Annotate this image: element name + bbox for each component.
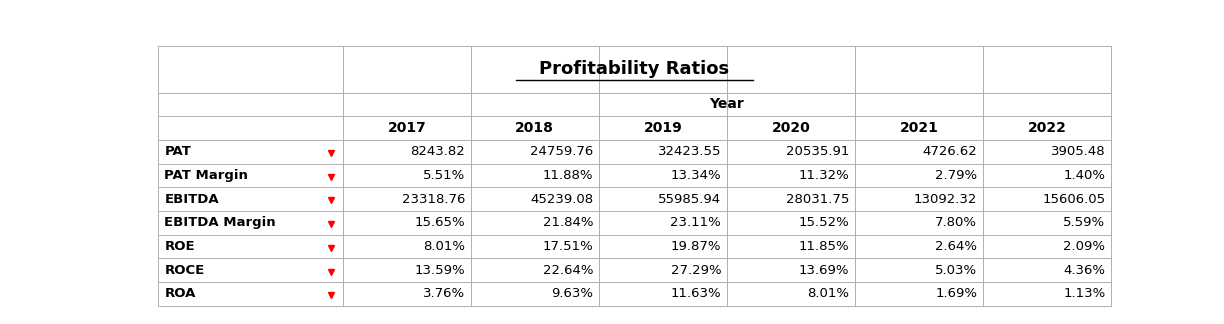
Text: 32423.55: 32423.55 (657, 145, 721, 158)
Text: 13.59%: 13.59% (415, 264, 465, 277)
Text: 55985.94: 55985.94 (659, 193, 721, 206)
Text: ROA: ROA (164, 287, 196, 300)
Text: 45239.08: 45239.08 (530, 193, 594, 206)
Text: 5.03%: 5.03% (935, 264, 977, 277)
Text: 2020: 2020 (771, 121, 810, 135)
Text: PAT Margin: PAT Margin (164, 169, 248, 182)
Text: 15606.05: 15606.05 (1043, 193, 1105, 206)
Text: 27.29%: 27.29% (671, 264, 721, 277)
Text: PAT: PAT (164, 145, 191, 158)
Text: 23.11%: 23.11% (671, 216, 721, 229)
Text: 11.32%: 11.32% (798, 169, 849, 182)
Text: 8243.82: 8243.82 (410, 145, 465, 158)
Text: 1.69%: 1.69% (935, 287, 977, 300)
Text: 24759.76: 24759.76 (530, 145, 594, 158)
Text: EBITDA Margin: EBITDA Margin (164, 216, 275, 229)
Text: 7.80%: 7.80% (935, 216, 977, 229)
Text: 8.01%: 8.01% (424, 240, 465, 253)
Text: 23318.76: 23318.76 (401, 193, 465, 206)
Text: 4726.62: 4726.62 (923, 145, 977, 158)
Text: 28031.75: 28031.75 (786, 193, 849, 206)
Text: 13092.32: 13092.32 (914, 193, 977, 206)
Text: 2018: 2018 (515, 121, 554, 135)
Text: 1.13%: 1.13% (1064, 287, 1105, 300)
Text: 2022: 2022 (1028, 121, 1066, 135)
Text: 11.63%: 11.63% (671, 287, 721, 300)
Text: 11.88%: 11.88% (542, 169, 594, 182)
Text: 19.87%: 19.87% (671, 240, 721, 253)
Text: 20535.91: 20535.91 (786, 145, 849, 158)
Text: 2.64%: 2.64% (935, 240, 977, 253)
Text: 15.65%: 15.65% (415, 216, 465, 229)
Text: 5.51%: 5.51% (422, 169, 465, 182)
Text: 1.40%: 1.40% (1064, 169, 1105, 182)
Text: 3905.48: 3905.48 (1050, 145, 1105, 158)
Text: Profitability Ratios: Profitability Ratios (540, 61, 730, 78)
Text: 9.63%: 9.63% (551, 287, 594, 300)
Text: 2.09%: 2.09% (1064, 240, 1105, 253)
Text: 22.64%: 22.64% (542, 264, 594, 277)
Text: EBITDA: EBITDA (164, 193, 219, 206)
Text: 3.76%: 3.76% (424, 287, 465, 300)
Text: 15.52%: 15.52% (798, 216, 849, 229)
Text: 13.69%: 13.69% (799, 264, 849, 277)
Text: 5.59%: 5.59% (1064, 216, 1105, 229)
Text: 13.34%: 13.34% (671, 169, 721, 182)
Text: 2019: 2019 (644, 121, 682, 135)
Text: ROE: ROE (164, 240, 195, 253)
Text: 4.36%: 4.36% (1064, 264, 1105, 277)
Text: 8.01%: 8.01% (808, 287, 849, 300)
Text: 2017: 2017 (387, 121, 426, 135)
Text: ROCE: ROCE (164, 264, 204, 277)
Text: 2021: 2021 (900, 121, 939, 135)
Text: 11.85%: 11.85% (798, 240, 849, 253)
Text: 21.84%: 21.84% (542, 216, 594, 229)
Text: 2.79%: 2.79% (935, 169, 977, 182)
Text: Year: Year (710, 98, 744, 111)
Text: 17.51%: 17.51% (542, 240, 594, 253)
